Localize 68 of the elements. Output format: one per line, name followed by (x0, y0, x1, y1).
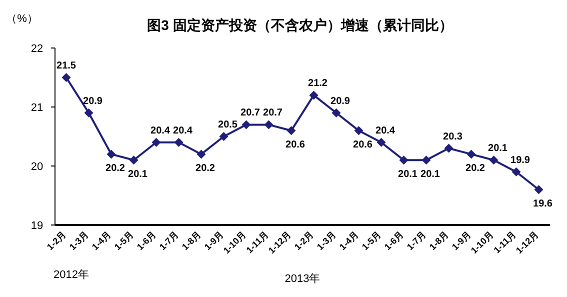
y-tick-label: 20 (30, 161, 44, 173)
x-tick-label: 1-2月 (292, 229, 316, 252)
data-label: 20.1 (128, 169, 148, 180)
y-tick-label: 21 (30, 102, 44, 114)
data-label: 20.1 (420, 169, 440, 180)
data-label: 20.3 (443, 131, 463, 142)
y-tick-label: 19 (30, 220, 44, 232)
point (196, 150, 206, 159)
data-label: 20.6 (353, 140, 373, 151)
text: 2013年 (284, 273, 320, 285)
point (219, 132, 228, 141)
point (242, 120, 251, 130)
data-label: 20.2 (196, 163, 216, 174)
x-tick-label: 1-4月 (90, 229, 113, 252)
data-label: 20.4 (376, 125, 396, 136)
data-label: 20.9 (83, 96, 103, 107)
y-tick-label: 22 (30, 43, 44, 55)
y-axis-title: （%） (6, 13, 38, 25)
text: 2012年 (54, 269, 89, 281)
x-tick-label: 1-8月 (180, 229, 203, 252)
data-label: 19.9 (510, 154, 530, 166)
point (84, 108, 94, 118)
data-label: 19.6 (533, 198, 553, 210)
point (264, 120, 274, 130)
data-label: 20.4 (150, 125, 170, 136)
point (332, 108, 341, 118)
x-tick-label: 1-2月 (45, 229, 68, 252)
x-tick-label: 1-5月 (360, 229, 383, 252)
x-tick-label: 1-3月 (68, 229, 90, 252)
x-tick-label: 1-4月 (338, 229, 360, 252)
x-tick-label: 1-7月 (158, 229, 180, 252)
x-tick-label: 1-9月 (450, 229, 473, 252)
data-label: 20.9 (330, 96, 350, 107)
data-label: 20.7 (240, 108, 260, 119)
point (152, 138, 161, 147)
point (376, 138, 386, 147)
point (444, 144, 454, 153)
x-tick-label: 1-8月 (428, 229, 450, 252)
point (174, 138, 184, 147)
point (534, 185, 544, 194)
point (354, 126, 364, 136)
x-tick-label: 1-5月 (112, 229, 136, 252)
x-tick-label: 1-3月 (315, 229, 338, 252)
x-tick-label: 1-7月 (405, 229, 428, 252)
point (399, 156, 408, 165)
point (129, 156, 138, 165)
point (106, 150, 116, 159)
point (489, 156, 498, 165)
chart-title: 图3 固定资产投资（不含农户）增速（累计同比） (147, 17, 453, 33)
data-label: 20.1 (488, 143, 508, 154)
point (512, 167, 521, 176)
data-label: 21.5 (56, 60, 76, 72)
point (62, 73, 71, 82)
data-label: 20.5 (218, 120, 238, 130)
data-label: 21.2 (308, 78, 328, 90)
data-label: 20.4 (173, 125, 193, 136)
x-tick-label: 1-9月 (202, 229, 226, 252)
point (466, 150, 476, 159)
x-tick-label: 1-6月 (382, 229, 406, 252)
point (286, 126, 296, 136)
data-label: 20.1 (398, 169, 418, 180)
point (309, 90, 318, 100)
data-label: 20.7 (263, 108, 283, 119)
data-label: 20.6 (286, 140, 306, 151)
data-label: 20.2 (106, 163, 126, 174)
x-tick-label: 1-6月 (135, 229, 158, 252)
point (422, 156, 431, 165)
data-label: 20.2 (466, 163, 486, 174)
